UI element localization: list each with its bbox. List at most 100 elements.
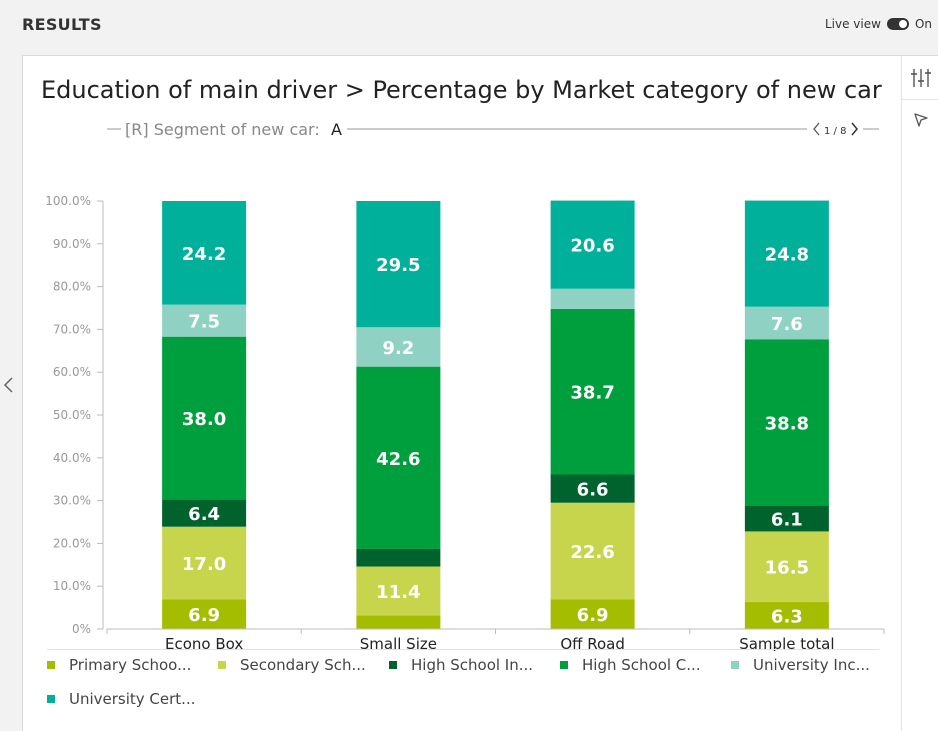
data-label: 7.6 — [771, 314, 803, 335]
legend-divider — [47, 649, 879, 650]
live-view-toggle[interactable] — [886, 18, 909, 30]
data-label: 6.1 — [771, 509, 803, 530]
legend-item[interactable]: Secondary Sch... — [218, 656, 366, 674]
data-label: 6.9 — [188, 605, 220, 626]
results-header: RESULTS Live view On — [0, 0, 938, 55]
legend-item[interactable]: High School In... — [389, 656, 533, 674]
x-axis: Econo Box Small Size Off Road Sample total — [106, 628, 885, 651]
live-view-control[interactable]: Live view On — [825, 17, 932, 31]
data-label: 42.6 — [376, 449, 420, 470]
bar-segment — [550, 308, 635, 475]
y-axis: 0% 10.0% 20.0% 30.0% 40.0% 50.0% 60.0% 70.0% 80.… — [45, 194, 104, 636]
bar-segment — [162, 599, 247, 629]
bar-segment — [744, 200, 829, 307]
chevron-left-icon[interactable] — [2, 377, 16, 393]
chevron-left-icon[interactable] — [813, 122, 820, 136]
legend-label: University Cert... — [69, 690, 196, 708]
data-label: 29.5 — [376, 255, 420, 276]
data-label: 11.4 — [376, 582, 420, 603]
y-tick-label: 90.0% — [53, 237, 91, 251]
y-tick-label: 100.0% — [45, 194, 91, 208]
legend-label: University Inc... — [753, 656, 870, 674]
data-label: 6.3 — [771, 607, 803, 628]
bar-segment — [356, 327, 441, 367]
legend-label: High School In... — [411, 656, 534, 674]
chart-panel: Education of main driver > Percentage by… — [22, 55, 902, 731]
x-tick-label: Off Road — [560, 635, 625, 651]
live-view-label: Live view — [824, 17, 881, 31]
legend-item[interactable]: University Cert... — [47, 690, 196, 708]
bars: 6.9 17.0 6.4 38.0 7.5 24.2 11.4 42.6 9.2 29.5 6.9 2… — [162, 200, 829, 629]
data-label: 6.6 — [577, 480, 609, 501]
bar-segment — [744, 602, 829, 629]
data-label: 7.5 — [188, 312, 220, 333]
segment-label: [R] Segment of new car: — [125, 120, 320, 139]
data-label: 24.8 — [765, 245, 809, 266]
y-tick-label: 50.0% — [53, 408, 91, 422]
data-label: 38.8 — [765, 413, 809, 434]
data-label: 38.7 — [570, 383, 614, 404]
data-label: 6.9 — [577, 605, 609, 626]
legend-swatch — [47, 661, 55, 669]
bar-segment — [744, 339, 829, 506]
legend-item[interactable]: University Inc... — [731, 656, 870, 674]
bar-segment — [356, 548, 441, 567]
bar-segment — [744, 306, 829, 340]
bar-segment — [162, 499, 247, 527]
bar-segment — [356, 201, 441, 328]
legend-swatch — [389, 661, 397, 669]
y-tick-label: 70.0% — [53, 322, 91, 336]
y-tick-label: 60.0% — [53, 365, 91, 379]
bar-segment — [744, 505, 829, 532]
y-tick-label: 80.0% — [53, 280, 91, 294]
bar-segment — [162, 526, 247, 600]
data-label: 6.4 — [188, 504, 220, 525]
data-label: 20.6 — [570, 236, 614, 257]
bar-segment — [550, 288, 635, 309]
toolbar-divider — [902, 99, 938, 100]
legend-swatch — [218, 661, 226, 669]
x-tick-label: Small Size — [360, 635, 437, 651]
data-label: 9.2 — [382, 338, 414, 359]
data-label: 38.0 — [182, 409, 226, 430]
bar-segment — [550, 200, 635, 289]
y-tick-label: 10.0% — [53, 579, 91, 593]
legend-item[interactable]: High School C... — [560, 656, 701, 674]
sliders-icon[interactable] — [910, 67, 932, 89]
legend-swatch — [560, 661, 568, 669]
results-title: RESULTS — [22, 15, 102, 34]
chevron-right-icon[interactable] — [851, 122, 858, 136]
y-tick-label: 20.0% — [53, 536, 91, 550]
y-tick-label: 30.0% — [53, 494, 91, 508]
data-label: 16.5 — [765, 558, 809, 579]
right-toolbar — [901, 55, 938, 731]
segment-value: A — [331, 120, 342, 139]
data-label: 22.6 — [570, 542, 614, 563]
segment-pager: 1 / 8 — [824, 126, 846, 137]
stacked-bar-chart: [R] Segment of new car: A 1 / 8 0% 10.0% 2… — [45, 120, 885, 651]
bar-segment — [550, 599, 635, 629]
bar-segment — [162, 336, 247, 500]
bar-segment — [356, 566, 441, 616]
bar-segment — [550, 474, 635, 503]
bar-segment — [550, 502, 635, 600]
bar-segment — [162, 201, 247, 305]
cursor-arrow-icon[interactable] — [912, 111, 930, 129]
legend-label: High School C... — [582, 656, 701, 674]
legend-swatch — [731, 661, 739, 669]
legend-label: Primary Schoo... — [69, 656, 192, 674]
data-label: 17.0 — [182, 554, 226, 575]
legend-label: Secondary Sch... — [240, 656, 366, 674]
live-view-state: On — [914, 17, 932, 31]
y-tick-label: 40.0% — [53, 451, 91, 465]
data-label: 24.2 — [182, 244, 226, 265]
y-tick-label: 0% — [72, 622, 91, 636]
legend-swatch — [47, 695, 55, 703]
bar-segment — [356, 366, 441, 549]
segment-row: [R] Segment of new car: A 1 / 8 — [107, 120, 879, 139]
legend-item[interactable]: Primary Schoo... — [47, 656, 191, 674]
bar-segment — [744, 531, 829, 603]
chart-title: Education of main driver > Percentage by… — [41, 76, 882, 104]
x-tick-label: Sample total — [739, 635, 834, 651]
x-tick-label: Econo Box — [165, 635, 243, 651]
